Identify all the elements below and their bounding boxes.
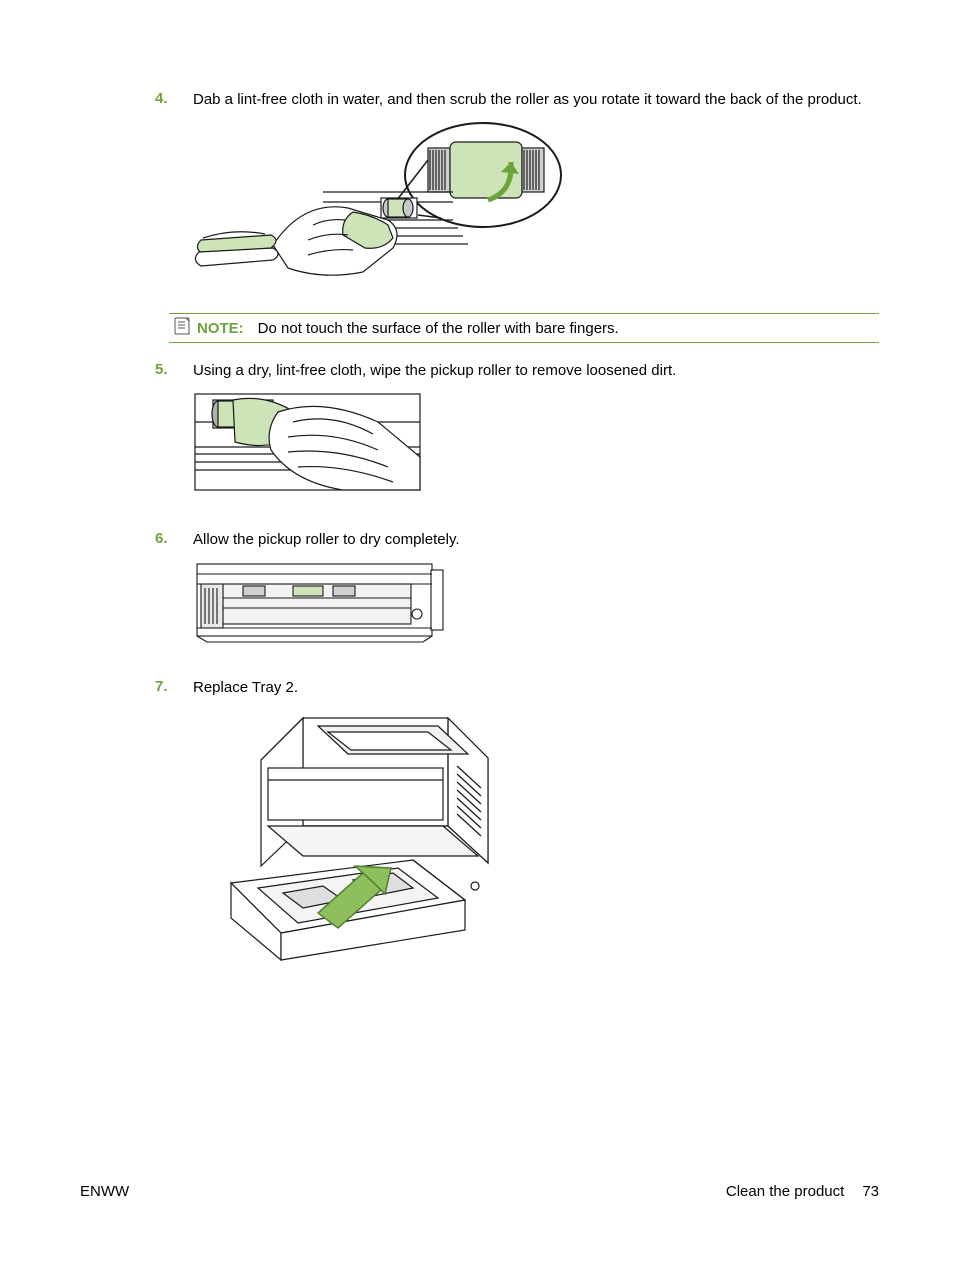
footer-page-number: 73 [862, 1183, 879, 1200]
illustration-replace-tray [213, 708, 879, 968]
step-text: Dab a lint-free cloth in water, and then… [193, 90, 879, 110]
note-label: NOTE: [197, 320, 244, 337]
note-text: Do not touch the surface of the roller w… [258, 320, 619, 337]
illustration-wipe-roller [193, 392, 879, 502]
step-text: Using a dry, lint-free cloth, wipe the p… [193, 361, 879, 381]
note-callout: NOTE: Do not touch the surface of the ro… [169, 313, 879, 343]
note-icon [169, 317, 197, 339]
step-text: Replace Tray 2. [193, 678, 879, 698]
footer-section: Clean the product [726, 1183, 844, 1200]
footer-left: ENWW [80, 1183, 129, 1200]
step-7: 7. Replace Tray 2. [155, 678, 879, 986]
step-5: 5. Using a dry, lint-free cloth, wipe th… [155, 361, 879, 519]
step-text: Allow the pickup roller to dry completel… [193, 530, 879, 550]
step-number: 4. [155, 90, 193, 303]
step-number: 6. [155, 530, 193, 668]
step-number: 5. [155, 361, 193, 519]
step-number: 7. [155, 678, 193, 986]
page-footer: ENWW Clean the product 73 [80, 1183, 879, 1200]
illustration-scrub-roller [193, 120, 879, 285]
illustration-dry-roller [193, 560, 879, 650]
step-4: 4. Dab a lint-free cloth in water, and t… [155, 90, 879, 303]
step-6: 6. Allow the pickup roller to dry comple… [155, 530, 879, 668]
